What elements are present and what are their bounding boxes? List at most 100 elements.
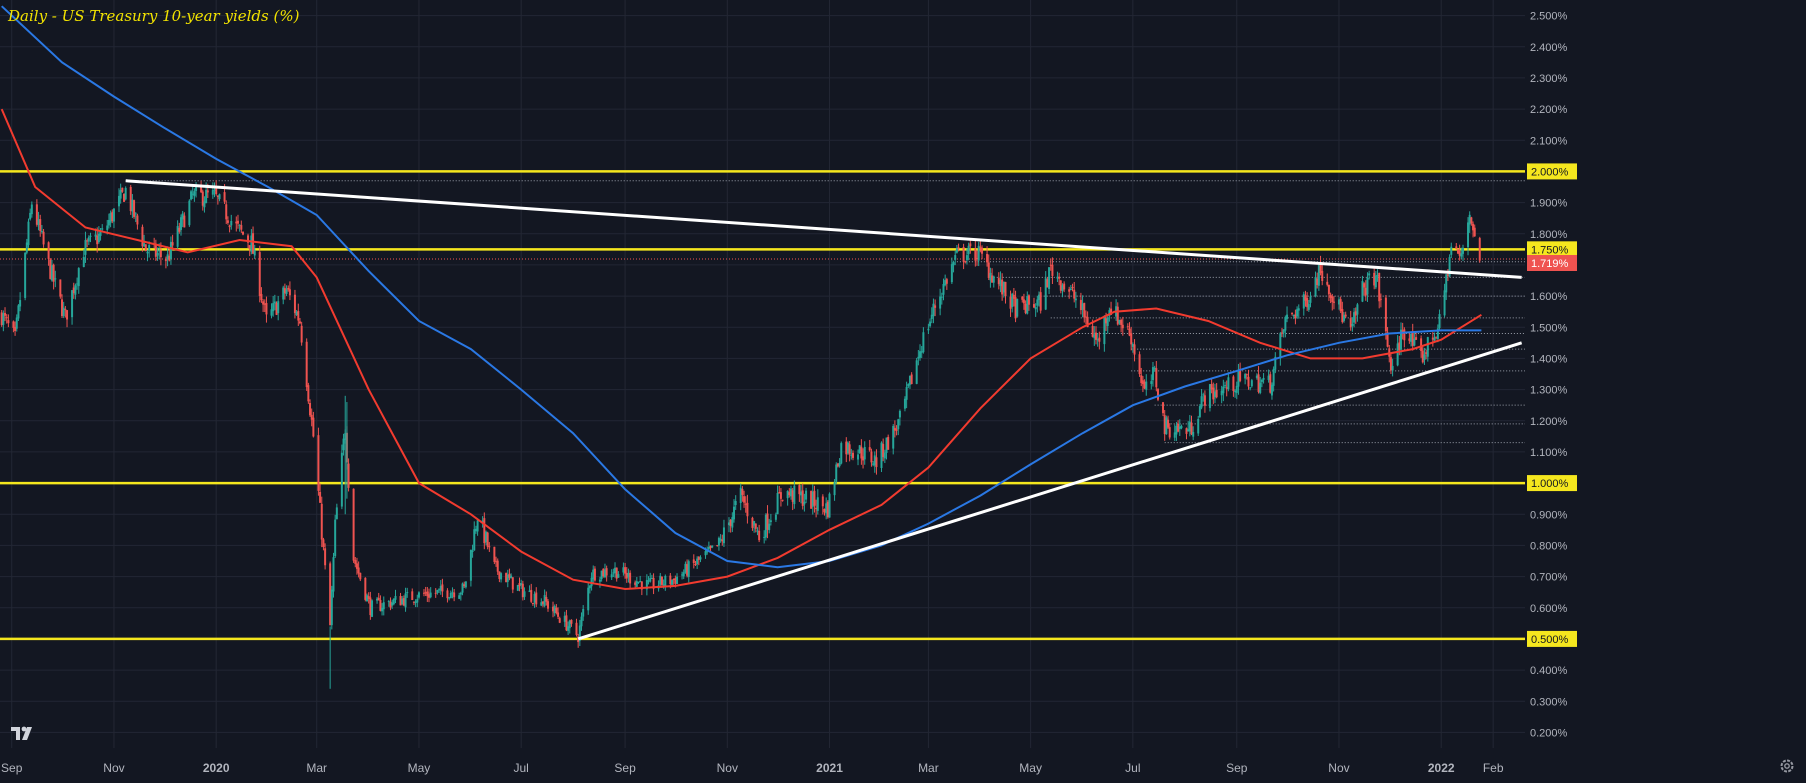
candle-body (205, 189, 208, 203)
candle-body (273, 301, 276, 304)
candle-body (1291, 313, 1294, 315)
x-axis[interactable]: Sep Nov 2020 Mar May Jul Sep Nov 2021 Mar May Jul Se… (1, 761, 1504, 775)
candle-body (543, 595, 546, 606)
candle-body (367, 596, 370, 599)
candle-body (964, 261, 967, 263)
candle-body (957, 247, 960, 249)
candle-body (241, 231, 244, 235)
candle-body (1027, 295, 1030, 305)
candle-body (1096, 339, 1099, 341)
candle-body (1083, 302, 1086, 318)
candle-body (1128, 328, 1131, 336)
candle-body (717, 537, 720, 546)
candle-body (781, 499, 784, 501)
candle-body (987, 262, 990, 278)
x-tick-label: May (1019, 761, 1042, 775)
candle-body (707, 547, 710, 550)
y-tick-label: 2.200% (1530, 104, 1568, 116)
candle-body (531, 602, 534, 604)
candle-body (426, 591, 429, 597)
candle-body (406, 592, 409, 594)
candle-body (123, 193, 126, 202)
candle-body (1121, 324, 1124, 329)
candle-body (12, 321, 15, 328)
level-price-label: 2.000% (1531, 166, 1569, 178)
candle-body (181, 213, 184, 220)
candle-body (30, 204, 33, 215)
candle-body (1198, 406, 1201, 417)
candle-body (500, 573, 503, 580)
candle-body (991, 275, 994, 283)
candle-body (981, 247, 984, 254)
candle-body (873, 455, 876, 466)
candle-body (96, 235, 99, 245)
candle-body (540, 602, 543, 606)
last-price-label: 1.719% (1531, 258, 1569, 270)
candle-body (213, 189, 216, 191)
candle-body (1431, 337, 1434, 340)
candle-body (1202, 394, 1205, 396)
candle-body (1368, 273, 1371, 276)
candle-body (1267, 375, 1270, 380)
candle-body (74, 285, 77, 295)
candle-body (1306, 297, 1309, 308)
candle-body (674, 578, 677, 584)
candle-body (505, 573, 508, 583)
candle-body (1046, 279, 1049, 288)
candle-body (1247, 376, 1250, 387)
candle-body (744, 503, 747, 505)
gear-icon[interactable] (1778, 757, 1796, 775)
candle-body (258, 252, 261, 296)
candle-body (1391, 365, 1394, 371)
candle-body (511, 577, 514, 590)
candle-body (206, 190, 209, 193)
candle-body (404, 593, 407, 608)
candle-body (483, 518, 486, 544)
candle-body (1197, 418, 1200, 434)
candle-body (320, 503, 323, 540)
candle-body (932, 303, 935, 317)
candle-body (441, 584, 444, 592)
candle-body (533, 593, 536, 603)
candle-body (1456, 249, 1459, 254)
candle-body (495, 561, 498, 563)
candle-body (1260, 380, 1263, 382)
candle-body (411, 591, 414, 601)
y-tick-label: 1.400% (1530, 353, 1568, 365)
y-tick-label: 1.100% (1530, 447, 1568, 459)
candle-body (1379, 298, 1382, 300)
candle-body (647, 580, 650, 582)
candle-body (816, 497, 819, 511)
candle-body (265, 302, 268, 315)
candle-body (15, 317, 18, 329)
tradingview-logo-icon[interactable] (10, 722, 36, 744)
candle-body (131, 199, 134, 212)
level-price-label-box (1527, 241, 1577, 258)
candle-body (50, 265, 53, 281)
candle-body (1341, 309, 1344, 323)
y-tick-label: 1.200% (1530, 416, 1568, 428)
candle-body (721, 539, 724, 542)
candle-body (1155, 368, 1158, 388)
candle-body (967, 245, 970, 255)
candle-body (1376, 274, 1379, 277)
candle-body (191, 193, 194, 195)
candle-body (225, 204, 228, 220)
candle-body (945, 279, 948, 284)
candle-body (570, 619, 573, 624)
candle-body (297, 311, 300, 321)
candle-body (1143, 381, 1146, 389)
candle-body (1316, 278, 1319, 285)
candle-body (27, 221, 30, 245)
candle-body (1177, 423, 1180, 432)
candle-body (136, 215, 139, 225)
candle-body (516, 584, 519, 591)
candle-body (803, 501, 806, 505)
candle-body (330, 589, 333, 626)
candle-body (134, 213, 137, 215)
candle-body (882, 444, 885, 458)
x-tick-label: Nov (717, 761, 738, 775)
x-tick-label: Sep (1, 761, 23, 775)
candle-body (412, 601, 415, 603)
